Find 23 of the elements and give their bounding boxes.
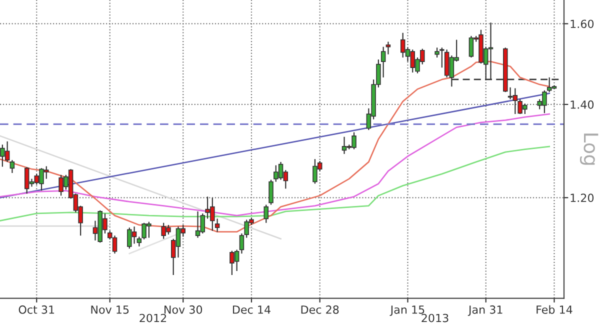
- line-series: [0, 113, 550, 216]
- x-tick-label: Oct 31: [18, 305, 54, 314]
- x-tick-label: Jan 15: [390, 306, 424, 316]
- x-tick-label: Dec 28: [301, 305, 339, 314]
- line-series: [0, 146, 550, 222]
- candlestick: [264, 204, 269, 224]
- y-axis-title: Log: [580, 134, 598, 165]
- x-tick-label: Nov 30: [164, 305, 202, 314]
- candlestick: [434, 47, 440, 58]
- candlestick: [136, 236, 142, 247]
- y-tick-label: 1.20: [570, 194, 594, 202]
- text: 2012: [140, 314, 166, 322]
- x-tick-label: Feb 14: [536, 305, 572, 314]
- candlestick: [268, 179, 274, 206]
- x-tick-label: Jan 31: [468, 305, 502, 316]
- candlestick: [10, 159, 15, 174]
- y-tick-label: 1.40: [570, 100, 594, 109]
- text: 2013: [422, 314, 448, 322]
- candlestick: [380, 46, 386, 78]
- x-tick-label: Dec 14: [232, 306, 270, 314]
- candlestick: [386, 41, 391, 55]
- x-tick-label: Nov 15: [91, 306, 129, 314]
- y-tick-label: 1.60: [570, 20, 594, 28]
